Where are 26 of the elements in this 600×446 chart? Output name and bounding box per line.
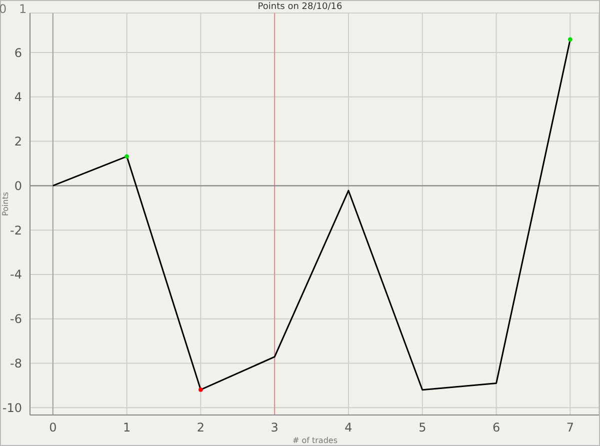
y-tick-label: -6 (10, 312, 22, 326)
x-tick-label: 5 (418, 420, 426, 435)
y-tick-label: 6 (14, 46, 22, 60)
text: 1 (19, 2, 27, 16)
y-axis-title: Points (1, 192, 10, 216)
y-tick-label: 0 (14, 178, 22, 193)
x-tick-label: 0 (49, 420, 57, 435)
y-tick-label: -2 (10, 223, 22, 238)
y-tick-label: 2 (14, 134, 22, 149)
x-tick-label: 4 (344, 420, 352, 435)
x-tick-label: 1 (122, 420, 131, 435)
x-axis-title: # of trades (292, 436, 338, 445)
y-tick-label: -10 (2, 400, 22, 415)
y-tick-label: 4 (14, 90, 22, 104)
x-tick-label: 2 (196, 420, 205, 435)
y-tick-label: -8 (10, 356, 22, 371)
line-series (52, 38, 571, 391)
point (124, 154, 130, 159)
point (568, 37, 572, 42)
chart-title: Points on 28/10/16 (258, 2, 342, 12)
x-tick-label: 6 (492, 420, 500, 435)
x-tick-label: 7 (566, 420, 574, 435)
y-tick-label: -4 (10, 268, 22, 282)
x-tick-label: 3 (270, 420, 278, 435)
text: 0 (0, 2, 7, 16)
point (198, 387, 203, 392)
